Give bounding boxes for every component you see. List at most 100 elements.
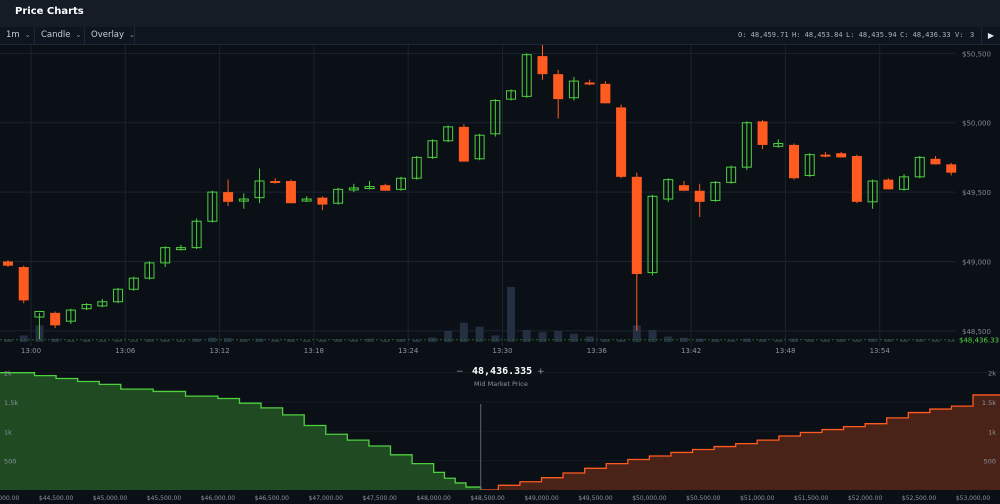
candle-body — [50, 312, 61, 326]
chart-toolbar: 1m ⌄ Candle ⌄ Overlay ⌄ O: 48,459.71 H: 48,… — [0, 27, 1000, 45]
volume-bar — [805, 339, 814, 342]
candle-body — [348, 187, 359, 191]
x-tick-label: 13:54 — [870, 347, 891, 355]
candle-body — [333, 188, 344, 204]
y-tick-label: $50,500 — [962, 50, 991, 58]
mid-market-price: − 48,436.335 + Mid Market Price — [452, 365, 548, 391]
x-tick-label: 13:48 — [775, 347, 795, 355]
mid-price-label: Mid Market Price — [474, 380, 528, 388]
volume-bar — [459, 322, 468, 342]
chevron-down-icon: ⌄ — [75, 31, 82, 39]
plus-button[interactable]: + — [537, 367, 545, 377]
play-icon[interactable]: ▶ — [981, 27, 1000, 44]
y-tick-label: $49,500 — [962, 189, 991, 197]
candle-body — [867, 180, 878, 203]
ohlc-close: C: 48,436.33 — [900, 31, 951, 39]
candle-body — [490, 100, 501, 135]
candle-body — [568, 80, 579, 99]
ohlc-low: L: 48,435.94 — [846, 31, 897, 39]
volume-bar — [790, 338, 798, 342]
candle-body — [474, 134, 485, 160]
candle-body — [663, 179, 674, 200]
chart-type-select[interactable]: Candle ⌄ — [35, 27, 85, 44]
candle-body — [726, 166, 737, 183]
volume-bar — [239, 339, 248, 342]
volume-bar — [129, 340, 138, 342]
volume-bar — [915, 339, 924, 342]
candle-body — [521, 54, 532, 97]
depth-y-label-left: 2k — [4, 370, 12, 378]
y-tick-label: $49,000 — [962, 259, 991, 267]
overlay-label: Overlay — [91, 30, 125, 40]
volume-bar — [334, 339, 343, 342]
volume-bar — [569, 333, 578, 342]
candle-body — [883, 179, 894, 190]
candle-body — [553, 74, 564, 100]
volume-bar — [648, 329, 657, 342]
volume-bar — [98, 340, 107, 342]
volume-bar — [632, 325, 641, 342]
depth-x-tick-label: $49,000.00 — [524, 495, 559, 502]
volume-bar — [522, 329, 531, 342]
candle-body — [584, 82, 595, 85]
volume-bar — [381, 340, 390, 342]
volume-bar — [397, 339, 405, 342]
candle-body — [207, 191, 218, 222]
price-chart: $48,500 $49,000 $49,500 $50,000 $50,500 13:00… — [0, 45, 999, 355]
volume-bar — [66, 340, 75, 342]
minus-button[interactable]: − — [456, 367, 464, 377]
candle-body — [301, 198, 312, 202]
depth-x-tick-label: $45,500.00 — [147, 495, 182, 502]
x-tick-label: 13:24 — [398, 347, 419, 355]
x-tick-label: 13:42 — [681, 347, 701, 355]
candle-body — [65, 309, 76, 322]
candle-body — [34, 310, 45, 318]
candle-body — [741, 122, 752, 168]
volume-bar — [821, 339, 830, 342]
candle-body — [789, 144, 799, 179]
candle-body — [443, 126, 454, 142]
candle-body — [804, 154, 815, 176]
volume-bar — [837, 339, 846, 342]
volume-bar — [554, 331, 563, 342]
candle-body — [631, 176, 642, 274]
y-tick-label: $48,500 — [962, 328, 991, 336]
volume-bar — [868, 338, 877, 342]
candle-body — [160, 247, 171, 264]
depth-x-tick-label: $49,500.00 — [578, 495, 613, 502]
x-tick-label: 13:00 — [21, 347, 41, 355]
volume-bar — [271, 339, 280, 342]
mid-price-value: 48,436.335 — [472, 366, 533, 377]
volume-bar — [286, 339, 295, 342]
overlay-select[interactable]: Overlay ⌄ — [85, 27, 135, 44]
candle-body — [238, 198, 249, 202]
x-tick-label: 13:30 — [492, 347, 512, 355]
interval-label: 1m — [6, 30, 20, 40]
volume-bar — [931, 339, 940, 342]
x-tick-label: 13:12 — [210, 347, 230, 355]
candle-body — [254, 180, 265, 199]
candle-body — [678, 185, 689, 191]
chevron-down-icon: ⌄ — [24, 31, 31, 39]
app-header: Price Charts — [0, 0, 1000, 28]
interval-select[interactable]: 1m ⌄ — [0, 27, 35, 44]
ohlc-high: H: 48,453.84 — [792, 31, 843, 39]
candle-body — [144, 262, 155, 279]
candle-body — [710, 181, 721, 201]
x-tick-label: 13:06 — [115, 347, 136, 355]
last-price-label: $48,436.33 — [959, 337, 999, 345]
candle-body — [506, 90, 517, 100]
depth-x-tick-label: $53,000.00 — [956, 495, 991, 502]
candle-body — [97, 301, 108, 307]
volume-bar — [82, 339, 91, 342]
volume-bar — [947, 340, 956, 342]
depth-x-tick-label: $50,500.00 — [686, 495, 721, 502]
volume-bar — [145, 339, 154, 342]
bid-area — [0, 372, 481, 490]
depth-x-tick-label: $47,500.00 — [363, 495, 398, 502]
volume-bar — [444, 331, 453, 342]
candle-body — [18, 267, 29, 301]
ask-line — [480, 394, 1000, 491]
candle-body — [851, 156, 862, 202]
candle-body — [836, 153, 847, 158]
